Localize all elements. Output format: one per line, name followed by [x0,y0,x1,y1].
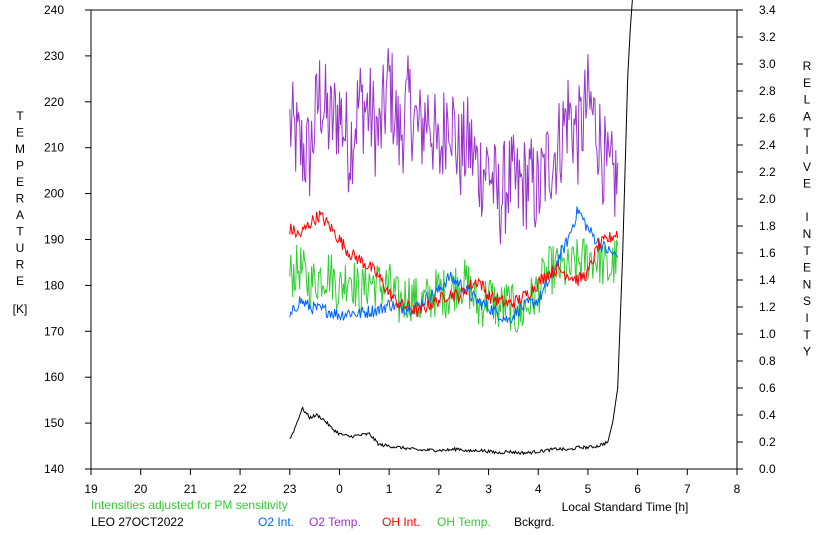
left-tick-label: 150 [44,416,64,430]
left-axis-title-char: R [16,192,25,206]
right-tick-label: 3.0 [759,57,776,71]
series-oh-temp [289,237,619,333]
series-bckgrd [289,0,633,456]
x-tick-label: 3 [485,482,492,496]
x-tick-label: 4 [535,482,542,496]
station-label: LEO 27OCT2022 [91,515,184,529]
left-axis-title-char: P [16,159,24,173]
series-line [289,210,619,318]
x-tick-label: 21 [184,482,198,496]
left-axis-title-char: A [16,208,24,222]
right-tick-label: 0.6 [759,381,776,395]
left-tick-label: 220 [44,95,64,109]
right-tick-label: 0.2 [759,435,776,449]
left-axis-title-char: R [16,258,25,272]
x-tick-label: 22 [233,482,247,496]
right-tick-label: 0.0 [759,462,776,476]
left-tick-label: 160 [44,370,64,384]
series-o2-temp [289,48,619,245]
right-axis-title-char: E [803,177,811,191]
right-tick-label: 3.2 [759,30,776,44]
right-axis-title-char: E [803,76,811,90]
left-axis-title-char: E [16,274,24,288]
right-axis-title-char: E [803,261,811,275]
right-axis-title-char: T [803,244,811,258]
left-tick-label: 180 [44,278,64,292]
legend-item: O2 Int. [258,515,294,529]
left-axis-title-char: E [16,175,24,189]
x-tick-label: 23 [283,482,297,496]
x-tick-label: 19 [84,482,98,496]
right-tick-label: 1.8 [759,219,776,233]
x-axis: 19 20 21 22 23 0 1 2 3 4 5 6 7 8 [84,469,741,496]
right-axis-title-char: S [803,294,811,308]
right-tick-label: 2.0 [759,192,776,206]
left-axis: 140 150 160 170 180 190 200 210 220 230 240 [44,3,91,476]
right-axis-title-char: R [803,59,812,73]
left-axis-title-char: T [16,109,24,123]
legend-item: Bckgrd. [514,515,555,529]
x-tick-label: 1 [386,482,393,496]
series-o2-int [289,206,619,324]
right-axis-title-char: I [805,143,808,157]
right-axis-title-char: A [803,109,811,123]
right-axis-title-char: I [805,210,808,224]
right-tick-label: 2.8 [759,84,776,98]
left-tick-label: 240 [44,3,64,17]
right-tick-label: 1.4 [759,273,776,287]
x-tick-label: 0 [336,482,343,496]
x-tick-label: 8 [734,482,741,496]
left-axis-title-char: M [15,142,25,156]
right-axis-title-char: N [803,227,812,241]
left-tick-label: 190 [44,233,64,247]
right-tick-label: 0.4 [759,408,776,422]
x-tick-label: 6 [634,482,641,496]
right-tick-label: 2.4 [759,138,776,152]
series-layer [289,0,633,456]
right-tick-label: 1.2 [759,300,776,314]
right-tick-label: 1.6 [759,246,776,260]
right-tick-label: 2.6 [759,111,776,125]
series-line [289,237,619,333]
right-axis-title-char: I [805,311,808,325]
right-tick-label: 2.2 [759,165,776,179]
left-tick-label: 200 [44,187,64,201]
x-tick-label: 20 [134,482,148,496]
left-axis-title-char: T [16,225,24,239]
legend: O2 Int. O2 Temp. OH Int. OH Temp. Bckgrd. [258,515,555,529]
right-tick-label: 0.8 [759,354,776,368]
legend-item: O2 Temp. [309,515,361,529]
legend-item: OH Int. [382,515,420,529]
left-axis-title-char: E [16,126,24,140]
right-tick-label: 1.0 [759,327,776,341]
legend-item: OH Temp. [437,515,491,529]
left-axis-title-char: U [16,241,25,255]
series-line [289,206,619,324]
x-axis-label: Local Standard Time [h] [562,500,689,514]
right-axis-title-char: V [803,160,811,174]
chart-note: Intensities adjusted for PM sensitivity [91,498,288,512]
series-oh-int [289,210,619,318]
right-axis-title-char: N [803,277,812,291]
series-line [289,0,633,456]
x-tick-label: 2 [436,482,443,496]
series-line [289,48,619,245]
x-tick-label: 5 [585,482,592,496]
left-tick-label: 210 [44,141,64,155]
left-tick-label: 230 [44,49,64,63]
left-tick-label: 170 [44,324,64,338]
right-axis: 0.0 0.2 0.4 0.6 0.8 1.0 1.2 1.4 1.6 1.8 2.0 2.2 2.4 2… [737,3,776,476]
x-tick-label: 7 [684,482,691,496]
right-axis-title-char: T [803,328,811,342]
right-axis-title-char: Y [803,345,811,359]
right-tick-label: 3.4 [759,3,776,17]
left-axis-unit: [K] [13,302,28,316]
right-axis-title-char: T [803,126,811,140]
left-tick-label: 140 [44,462,64,476]
right-axis-title-char: L [804,93,811,107]
